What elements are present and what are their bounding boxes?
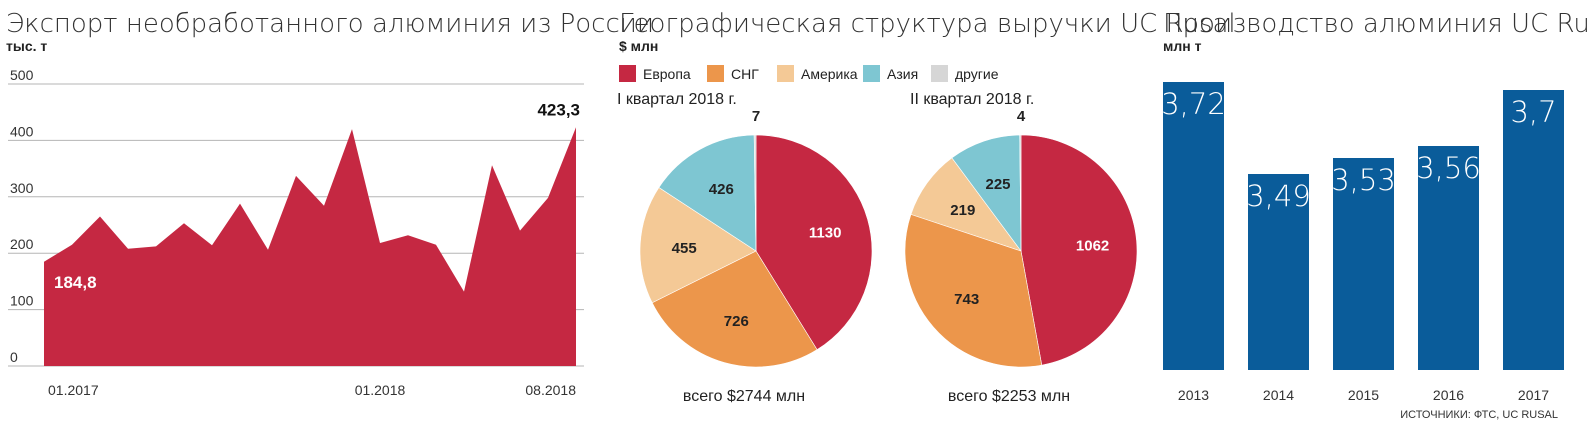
pie-value-label: 726 bbox=[724, 313, 749, 330]
legend-swatch bbox=[707, 65, 724, 82]
pie-value-label: 7 bbox=[752, 108, 760, 125]
export-y-ticks: 500 400 300 200 100 0 bbox=[10, 67, 34, 365]
pie-slice bbox=[755, 134, 873, 351]
pie-value-label: 743 bbox=[954, 291, 979, 308]
pie-value-label: 4 bbox=[1017, 108, 1026, 125]
revenue-legend: Европа СНГ Америка Азия другие bbox=[619, 65, 999, 82]
production-chart-title: Производство алюминия UC Rusal bbox=[1163, 9, 1588, 39]
revenue-chart: Географическая структура выручки UC Rusa… bbox=[617, 9, 1236, 405]
pie-subtitle: II квартал 2018 г. bbox=[910, 91, 1034, 108]
export-chart-unit: тыс. т bbox=[6, 38, 47, 54]
pie-value-label: 1130 bbox=[809, 224, 842, 241]
pie-value-label: 1062 bbox=[1076, 238, 1109, 255]
x-tick-label: 2013 bbox=[1178, 387, 1209, 403]
legend-swatch bbox=[931, 65, 948, 82]
data-label: 184,8 bbox=[54, 273, 97, 292]
y-tick-label: 0 bbox=[10, 349, 18, 365]
production-chart-unit: млн т bbox=[1163, 38, 1202, 54]
pie-subtitle: I квартал 2018 г. bbox=[617, 91, 737, 108]
export-annotations: 184,8 423,3 bbox=[54, 100, 580, 292]
x-tick-label: 2016 bbox=[1433, 387, 1464, 403]
y-tick-label: 400 bbox=[10, 123, 34, 139]
legend-label: другие bbox=[955, 66, 999, 82]
data-label: 423,3 bbox=[537, 100, 580, 119]
bar bbox=[1503, 90, 1564, 370]
pie-slice bbox=[904, 213, 1043, 368]
pie-slice bbox=[651, 250, 818, 368]
legend-swatch bbox=[863, 65, 880, 82]
export-area-series bbox=[44, 127, 576, 366]
legend-label: Азия bbox=[887, 66, 918, 82]
y-tick-label: 500 bbox=[10, 67, 34, 83]
export-chart: Экспорт необработанного алюминия из Росс… bbox=[6, 9, 654, 398]
pie-slice bbox=[658, 134, 757, 252]
pie-value-label: 219 bbox=[950, 202, 975, 219]
legend-swatch bbox=[619, 65, 636, 82]
x-tick-label: 01.2018 bbox=[355, 382, 406, 398]
pie-total: всего $2253 млн bbox=[948, 388, 1070, 405]
pie-value-label: 455 bbox=[672, 240, 697, 257]
revenue-chart-unit: $ млн bbox=[619, 38, 658, 54]
production-chart: Производство алюминия UC Rusal млн т 3,7… bbox=[1161, 9, 1588, 421]
export-x-ticks: 01.2017 01.2018 08.2018 bbox=[48, 382, 576, 398]
legend-label: Америка bbox=[801, 66, 858, 82]
pie-value-label: 225 bbox=[985, 176, 1010, 193]
bar bbox=[1333, 158, 1394, 370]
revenue-pies: I квартал 2018 г. 1130 726 455 426 7 всего $27… bbox=[617, 91, 1138, 405]
x-tick-label: 2015 bbox=[1348, 387, 1379, 403]
y-tick-label: 200 bbox=[10, 236, 34, 252]
bar-value-label: 3,72 bbox=[1161, 87, 1226, 121]
pie-slice bbox=[753, 134, 757, 252]
bar-value-label: 3,49 bbox=[1246, 179, 1311, 213]
pie-slice bbox=[951, 134, 1022, 252]
pie-slice bbox=[1020, 134, 1138, 366]
bar bbox=[1418, 146, 1479, 370]
x-tick-label: 08.2018 bbox=[525, 382, 576, 398]
pie-value-label: 426 bbox=[709, 181, 734, 198]
bar-value-label: 3,56 bbox=[1416, 151, 1481, 185]
pie-slice bbox=[639, 187, 757, 304]
y-tick-label: 300 bbox=[10, 180, 34, 196]
legend-label: Европа bbox=[643, 66, 691, 82]
production-bars: 3,72 2013 3,49 2014 3,53 2015 3,56 2016 3,7 2017 bbox=[1161, 82, 1564, 403]
legend-label: СНГ bbox=[731, 66, 759, 82]
revenue-chart-title: Географическая структура выручки UC Rusa… bbox=[619, 9, 1236, 39]
legend-swatch bbox=[777, 65, 794, 82]
bar-value-label: 3,53 bbox=[1331, 163, 1396, 197]
bar bbox=[1163, 82, 1224, 370]
bar-value-label: 3,7 bbox=[1510, 95, 1556, 129]
export-chart-title: Экспорт необработанного алюминия из Росс… bbox=[6, 9, 654, 39]
pie-slice bbox=[1019, 134, 1022, 252]
source-note: ИСТОЧНИКИ: ФТС, UC RUSAL bbox=[1400, 409, 1558, 421]
x-tick-label: 2014 bbox=[1263, 387, 1294, 403]
x-tick-label: 2017 bbox=[1518, 387, 1549, 403]
bar bbox=[1248, 174, 1309, 370]
y-tick-label: 100 bbox=[10, 293, 34, 309]
pie-total: всего $2744 млн bbox=[683, 388, 805, 405]
x-tick-label: 01.2017 bbox=[48, 382, 99, 398]
